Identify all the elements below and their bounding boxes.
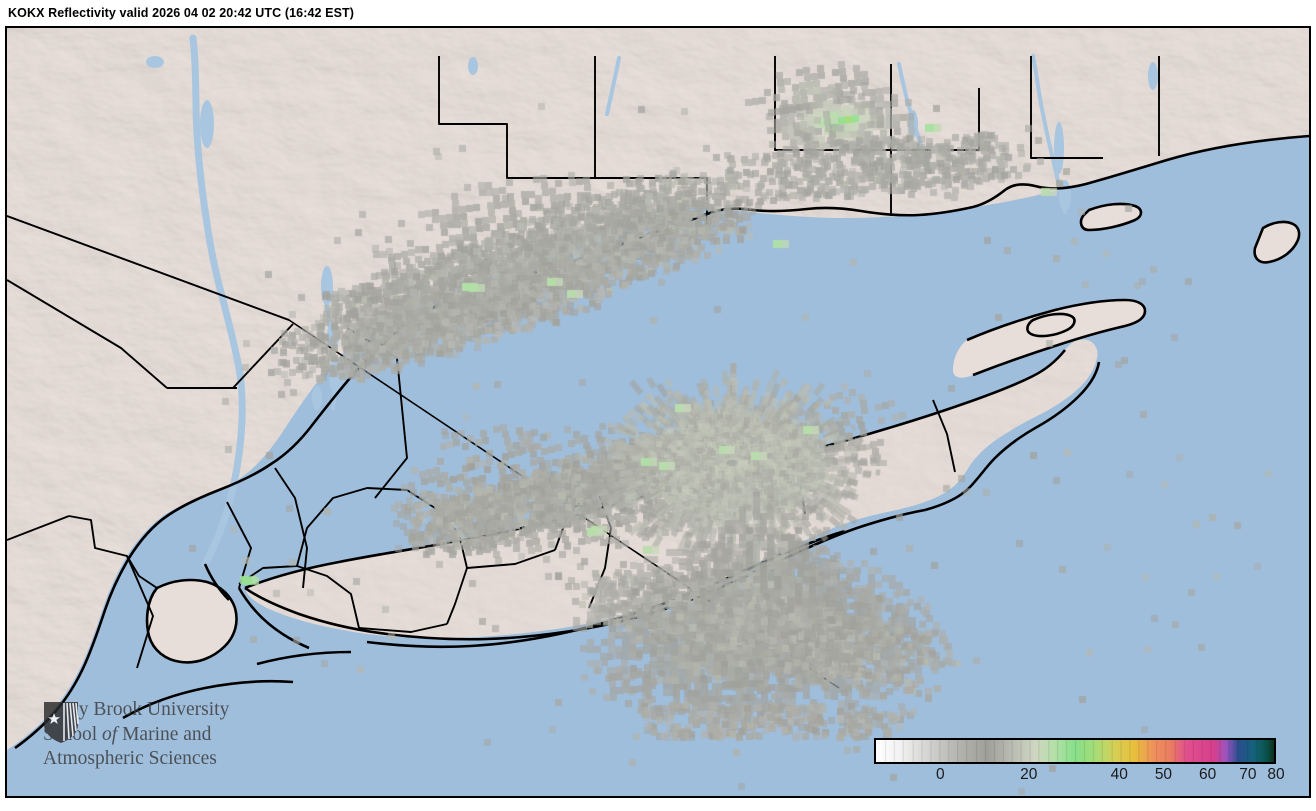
colorbar-gradient: [876, 740, 1274, 762]
colorbar-tick-labels: 0 20 40 50 60 70 80: [874, 766, 1285, 792]
colorbar-bar: [874, 738, 1276, 764]
colorbar-tick: 50: [1154, 766, 1173, 783]
title-bar: KOKX Reflectivity valid 2026 04 02 20:42…: [0, 0, 1316, 26]
colorbar-tick: 60: [1199, 766, 1217, 783]
colorbar-tick: 0: [936, 766, 945, 783]
colorbar-tick: 40: [1110, 766, 1128, 783]
colorbar-tick: 20: [1020, 766, 1038, 783]
reflectivity-colorbar: 0 20 40 50 60 70 80: [874, 738, 1286, 796]
radar-echo-overlay: [7, 28, 1309, 796]
colorbar-tick: 70: [1239, 766, 1257, 783]
colorbar-tick: 80: [1267, 766, 1285, 783]
page-title: KOKX Reflectivity valid 2026 04 02 20:42…: [8, 6, 355, 20]
radar-map-frame[interactable]: Stony Brook University School of Marine …: [5, 26, 1311, 798]
radar-map-canvas[interactable]: Stony Brook University School of Marine …: [7, 28, 1309, 796]
